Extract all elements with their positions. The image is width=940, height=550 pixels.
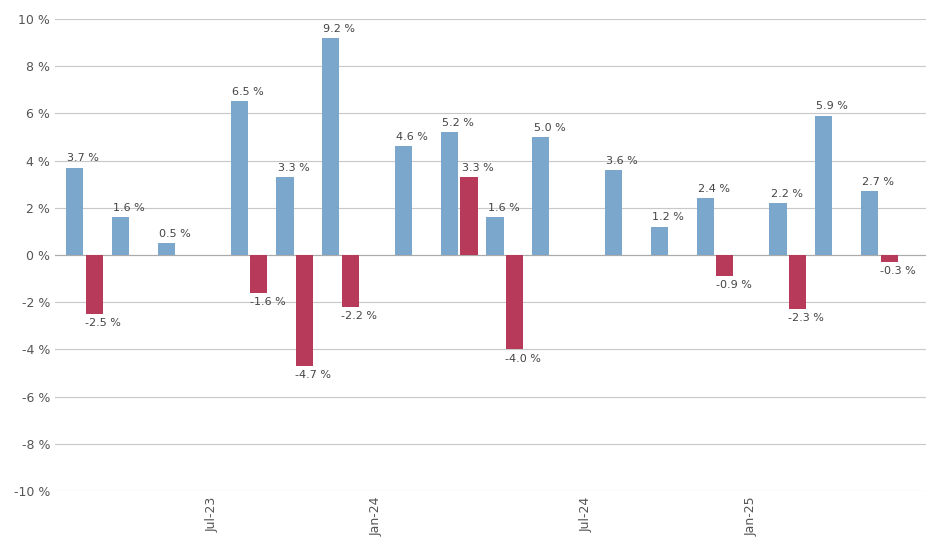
Text: -2.3 %: -2.3 % xyxy=(789,314,824,323)
Bar xyxy=(769,203,787,255)
Text: 3.6 %: 3.6 % xyxy=(606,156,638,166)
Text: 2.2 %: 2.2 % xyxy=(771,189,803,199)
Bar xyxy=(461,177,478,255)
Bar xyxy=(395,146,412,255)
Text: 5.0 %: 5.0 % xyxy=(534,123,565,133)
Bar xyxy=(789,255,807,309)
Bar xyxy=(250,255,268,293)
Text: 0.5 %: 0.5 % xyxy=(159,229,191,239)
Bar xyxy=(486,217,504,255)
Bar xyxy=(605,170,622,255)
Text: -0.3 %: -0.3 % xyxy=(880,266,916,276)
Text: 5.9 %: 5.9 % xyxy=(817,101,848,112)
Bar xyxy=(697,198,713,255)
Bar xyxy=(86,255,103,314)
Bar xyxy=(716,255,733,276)
Text: 5.2 %: 5.2 % xyxy=(442,118,474,128)
Bar xyxy=(230,102,248,255)
Bar xyxy=(815,116,832,255)
Text: 2.7 %: 2.7 % xyxy=(862,177,894,187)
Bar xyxy=(441,132,458,255)
Text: 3.7 %: 3.7 % xyxy=(68,153,100,163)
Bar xyxy=(861,191,878,255)
Bar xyxy=(296,255,313,366)
Text: 9.2 %: 9.2 % xyxy=(323,24,355,34)
Bar xyxy=(342,255,359,307)
Bar xyxy=(506,255,524,349)
Bar xyxy=(881,255,898,262)
Bar xyxy=(322,38,339,255)
Bar xyxy=(276,177,293,255)
Text: -2.5 %: -2.5 % xyxy=(86,318,121,328)
Text: 2.4 %: 2.4 % xyxy=(697,184,729,194)
Bar xyxy=(66,168,84,255)
Text: -1.6 %: -1.6 % xyxy=(250,297,286,307)
Bar xyxy=(650,227,668,255)
Text: 6.5 %: 6.5 % xyxy=(232,87,263,97)
Text: 3.3 %: 3.3 % xyxy=(462,163,494,173)
Text: 1.2 %: 1.2 % xyxy=(652,212,684,222)
Bar xyxy=(112,217,129,255)
Text: -4.0 %: -4.0 % xyxy=(506,354,541,364)
Text: -0.9 %: -0.9 % xyxy=(715,280,751,290)
Text: 3.3 %: 3.3 % xyxy=(277,163,309,173)
Text: 1.6 %: 1.6 % xyxy=(114,203,145,213)
Bar xyxy=(158,243,175,255)
Bar xyxy=(532,137,549,255)
Text: 4.6 %: 4.6 % xyxy=(396,132,428,142)
Text: 1.6 %: 1.6 % xyxy=(488,203,520,213)
Text: -4.7 %: -4.7 % xyxy=(295,370,331,380)
Text: -2.2 %: -2.2 % xyxy=(341,311,377,321)
